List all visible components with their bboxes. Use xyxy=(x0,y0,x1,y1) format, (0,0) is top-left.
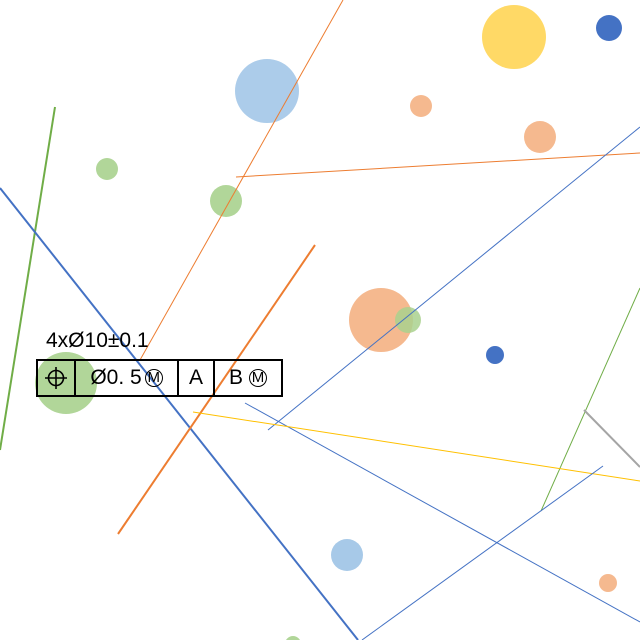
circle-lightblue-large xyxy=(235,59,299,123)
datum-b-mmc-modifier-icon: M xyxy=(249,369,267,387)
tolerance-cell: Ø0. 5 M xyxy=(76,361,179,395)
line-blue-diagonal-thick xyxy=(0,187,359,640)
circle-lightblue-small xyxy=(331,539,363,571)
circle-green-small xyxy=(96,158,118,180)
circle-blue-dot xyxy=(486,346,504,364)
hole-callout: 4xØ10±0.1 xyxy=(46,329,149,352)
position-icon xyxy=(45,367,67,389)
circle-green-medium xyxy=(210,185,242,217)
line-green-left xyxy=(0,106,56,451)
circle-orange-tiny xyxy=(599,574,617,592)
mmc-modifier-icon: M xyxy=(144,369,163,387)
datum-a-cell: A xyxy=(179,361,215,395)
circle-green-large xyxy=(35,352,97,414)
line-blue-long-right xyxy=(267,126,640,431)
datum-a-label: A xyxy=(188,366,203,389)
feature-control-frame: Ø0. 5 M A B M xyxy=(36,359,283,397)
datum-b-label: B xyxy=(228,366,243,389)
circle-orange-small xyxy=(410,95,432,117)
datum-b-cell: B M xyxy=(215,361,281,395)
tolerance-value: Ø0. 5 xyxy=(90,366,142,389)
line-yellow xyxy=(192,411,640,482)
line-blue-bottom xyxy=(361,465,604,640)
line-orange-thin-top xyxy=(139,0,344,361)
line-orange-horizontal xyxy=(235,152,640,178)
circle-green-edge xyxy=(286,636,300,640)
line-blue-lower-right xyxy=(244,402,640,623)
line-green-right xyxy=(540,287,640,512)
circle-orange-large xyxy=(349,288,413,352)
line-orange-thick xyxy=(117,244,316,535)
line-gray xyxy=(583,409,640,468)
circle-yellow-large xyxy=(482,5,546,69)
circle-green-overlap xyxy=(395,307,421,333)
circle-orange-medium xyxy=(524,121,556,153)
position-symbol-cell xyxy=(38,361,76,395)
circle-blue-small xyxy=(596,15,622,41)
